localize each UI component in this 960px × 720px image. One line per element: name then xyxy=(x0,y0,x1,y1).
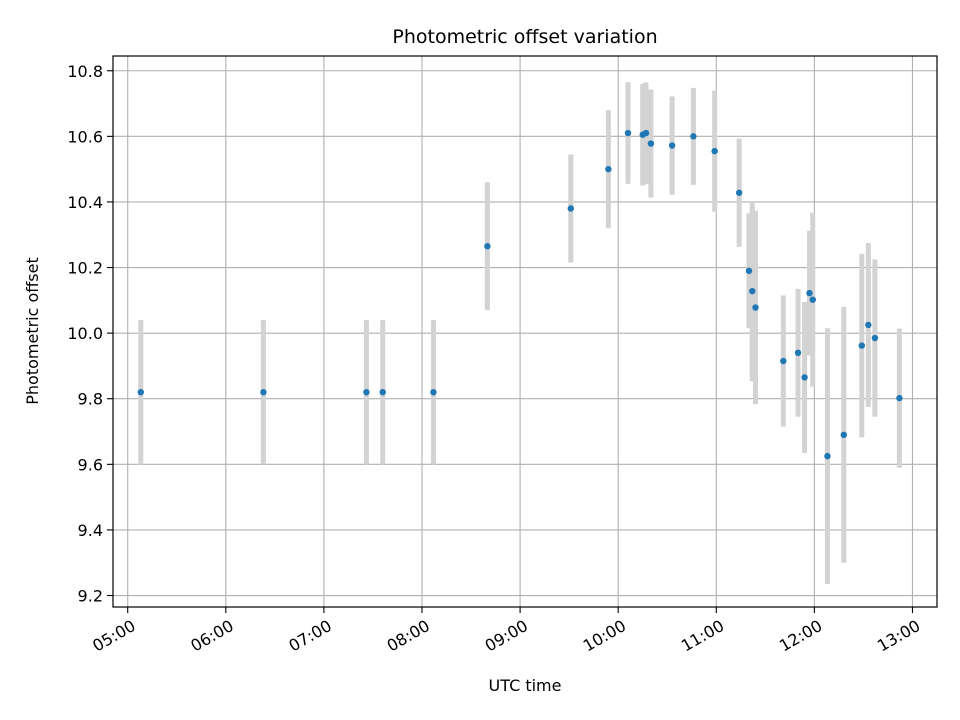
data-point xyxy=(624,129,632,137)
data-point xyxy=(806,289,813,297)
y-tick-label: 10.4 xyxy=(67,193,103,212)
data-point xyxy=(858,342,865,349)
y-axis: 9.2 9.4 9.6 9.8 10.0 10.2 10.4 10.6 10.8 xyxy=(67,62,113,606)
y-tick-label: 9.4 xyxy=(78,521,103,540)
x-axis-label: UTC time xyxy=(489,676,562,695)
data-point xyxy=(801,374,808,381)
data-point xyxy=(735,189,743,196)
y-tick-label: 10.2 xyxy=(67,259,103,278)
data-point xyxy=(363,388,370,396)
y-tick-label: 10.6 xyxy=(67,127,103,146)
data-point xyxy=(379,388,386,396)
chart-title: Photometric offset variation xyxy=(392,26,657,48)
data-point xyxy=(749,287,756,295)
y-tick-label: 9.8 xyxy=(78,390,103,409)
data-point xyxy=(260,388,267,396)
y-tick-label: 10.8 xyxy=(67,62,103,81)
data-point xyxy=(137,388,144,396)
data-point xyxy=(896,394,903,402)
y-tick-label: 9.2 xyxy=(78,587,103,606)
data-point xyxy=(642,129,650,137)
data-point xyxy=(690,133,697,140)
data-point xyxy=(430,388,437,396)
data-point xyxy=(647,140,655,147)
data-point xyxy=(484,243,491,250)
data-point xyxy=(865,321,872,329)
data-point xyxy=(668,142,676,149)
data-point xyxy=(752,304,759,311)
data-point xyxy=(871,334,879,342)
y-tick-label: 10.0 xyxy=(67,324,103,343)
data-point xyxy=(711,147,718,155)
data-point xyxy=(605,165,612,173)
data-point xyxy=(745,267,753,275)
data-point xyxy=(780,357,787,365)
data-point xyxy=(824,452,831,460)
data-points xyxy=(137,129,903,460)
data-point xyxy=(794,349,802,357)
y-tick-label: 9.6 xyxy=(78,455,103,474)
data-point xyxy=(840,431,848,439)
plot-frame xyxy=(112,55,938,608)
y-axis-label: Photometric offset xyxy=(23,257,42,405)
data-point xyxy=(809,296,816,303)
data-point xyxy=(567,205,574,212)
